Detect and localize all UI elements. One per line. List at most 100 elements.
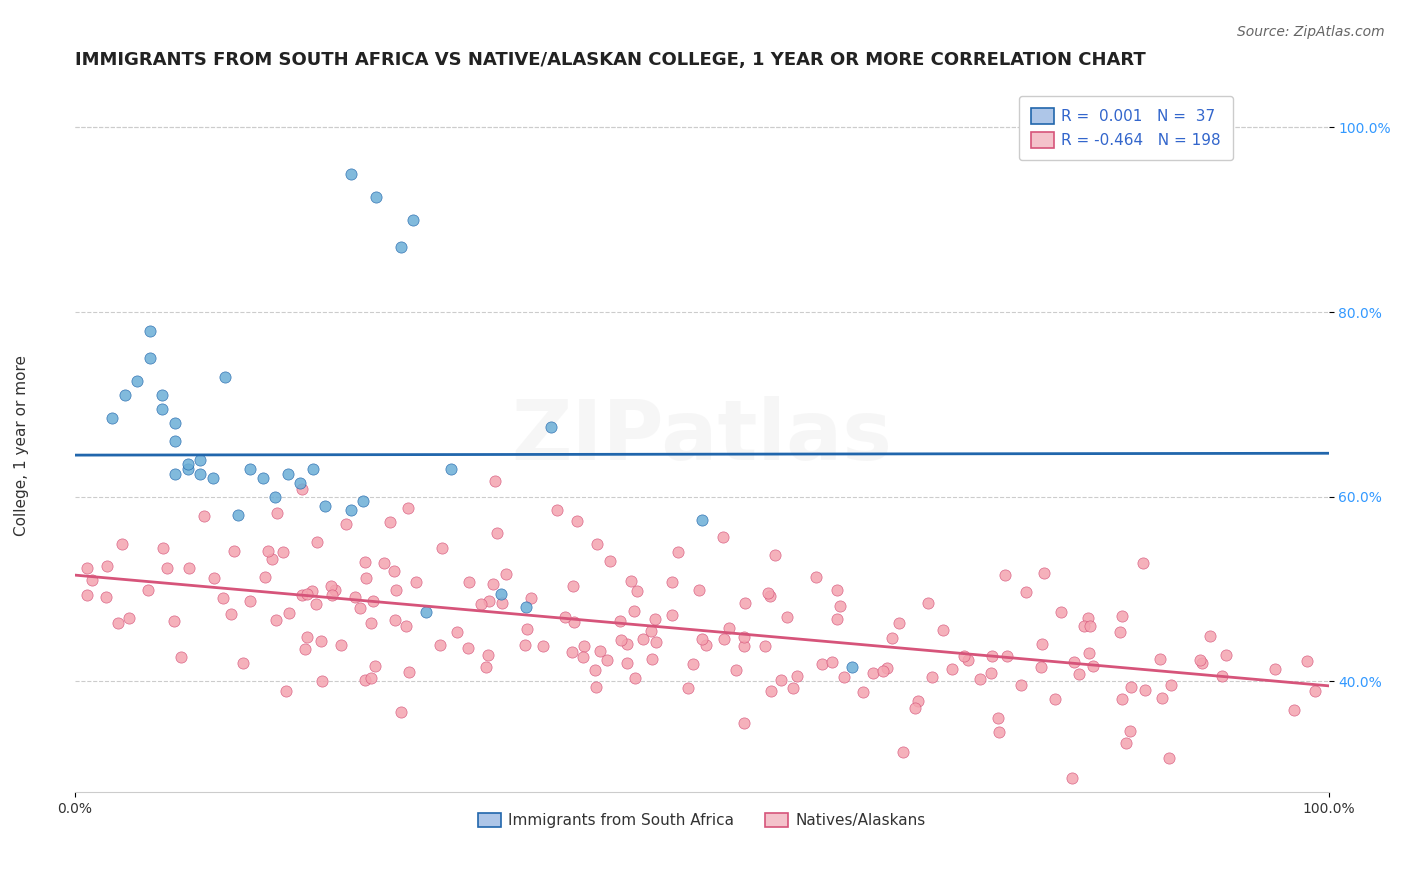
Point [398,665,420,679]
Point [562,579,585,593]
Point [429,638,451,652]
Point [811,657,834,672]
Point [907,693,929,707]
Point [101,411,124,425]
Point [307,535,329,549]
Point [872,665,894,679]
Point [232,656,254,670]
Point [1043,691,1066,706]
Point [96,590,118,604]
Point [373,556,395,570]
Point [516,622,538,636]
Point [1119,680,1142,694]
Point [290,475,312,490]
Point [932,623,955,637]
Point [1033,566,1056,581]
Point [1060,771,1083,785]
Point [1029,660,1052,674]
Point [690,513,713,527]
Point [769,673,792,687]
Point [589,644,612,658]
Point [1115,736,1137,750]
Point [1150,691,1173,706]
Point [1031,637,1053,651]
Point [349,600,371,615]
Point [76,561,98,575]
Point [1198,629,1220,643]
Point [1015,585,1038,599]
Point [1157,751,1180,765]
Point [1109,624,1132,639]
Point [252,471,274,485]
Point [266,507,288,521]
Point [546,503,568,517]
Point [904,701,927,715]
Point [620,574,643,589]
Point [114,388,136,402]
Point [887,615,910,630]
Point [1132,556,1154,570]
Point [616,656,638,670]
Point [264,490,287,504]
Point [609,614,631,628]
Point [127,374,149,388]
Point [475,660,498,674]
Point [360,671,382,685]
Point [176,462,198,476]
Point [599,554,621,568]
Point [832,670,855,684]
Point [321,588,343,602]
Point [641,652,664,666]
Point [734,596,756,610]
Text: ZIPatlas: ZIPatlas [512,396,893,477]
Point [188,452,211,467]
Point [415,605,437,619]
Point [389,706,412,720]
Point [572,649,595,664]
Point [335,516,357,531]
Point [396,501,419,516]
Point [644,612,666,626]
Point [596,653,619,667]
Point [631,632,654,646]
Point [725,664,748,678]
Point [360,616,382,631]
Point [256,544,278,558]
Point [402,212,425,227]
Point [695,638,717,652]
Point [82,574,104,588]
Point [478,594,501,608]
Point [891,745,914,759]
Point [717,621,740,635]
Point [583,663,606,677]
Point [682,657,704,672]
Point [661,607,683,622]
Point [776,609,799,624]
Text: IMMIGRANTS FROM SOUTH AFRICA VS NATIVE/ALASKAN COLLEGE, 1 YEAR OR MORE CORRELATI: IMMIGRANTS FROM SOUTH AFRICA VS NATIVE/A… [75,51,1146,69]
Point [193,508,215,523]
Point [458,574,481,589]
Point [277,606,299,620]
Point [170,649,193,664]
Point [585,537,607,551]
Point [626,584,648,599]
Point [666,545,689,559]
Point [1191,656,1213,670]
Point [291,588,314,602]
Point [678,681,700,696]
Point [733,715,755,730]
Point [758,590,780,604]
Point [995,648,1018,663]
Point [484,474,506,488]
Point [176,458,198,472]
Point [1010,677,1032,691]
Point [756,586,779,600]
Point [214,369,236,384]
Point [1160,678,1182,692]
Point [763,549,786,563]
Point [624,671,647,685]
Point [852,685,875,699]
Point [253,570,276,584]
Point [477,648,499,662]
Point [1063,655,1085,669]
